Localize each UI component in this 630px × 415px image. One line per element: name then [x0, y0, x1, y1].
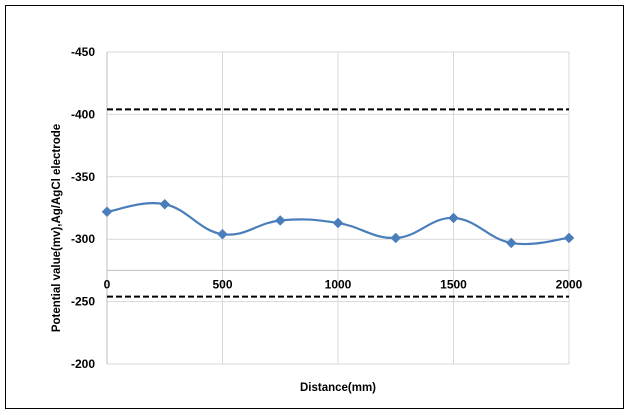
x-tick-labels: 0 500 1000 1500 2000	[104, 277, 583, 291]
y-axis-title: Potential value(mv),Ag/AgCl electrode	[51, 124, 63, 332]
y-tick-label: -450	[71, 45, 95, 59]
data-point	[505, 237, 517, 249]
x-tick-label: 1500	[440, 277, 467, 291]
x-axis-title: Distance(mm)	[300, 382, 376, 394]
chart-frame	[5, 5, 624, 409]
reference-lines	[107, 108, 569, 298]
data-point	[274, 215, 286, 226]
data-point	[332, 217, 344, 229]
data-point	[563, 232, 575, 244]
y-tick-label: -250	[71, 295, 95, 309]
data-point	[390, 232, 402, 244]
y-tick-label: -350	[71, 170, 95, 184]
x-tick-label: 0	[104, 277, 111, 291]
data-point	[217, 228, 228, 240]
data-point	[159, 198, 171, 210]
y-tick-labels: -450 -400 -350 -300 -250 -200	[71, 45, 95, 371]
y-tick-label: -400	[71, 107, 95, 121]
y-tick-label: -200	[71, 357, 95, 371]
data-point	[448, 212, 459, 224]
x-tick-label: 500	[212, 277, 232, 291]
grid-lines	[106, 51, 570, 365]
series-group	[101, 198, 575, 249]
x-tick-label: 1000	[325, 277, 352, 291]
y-tick-label: -300	[71, 232, 95, 246]
x-tick-label: 2000	[556, 277, 583, 291]
data-point	[101, 206, 113, 218]
